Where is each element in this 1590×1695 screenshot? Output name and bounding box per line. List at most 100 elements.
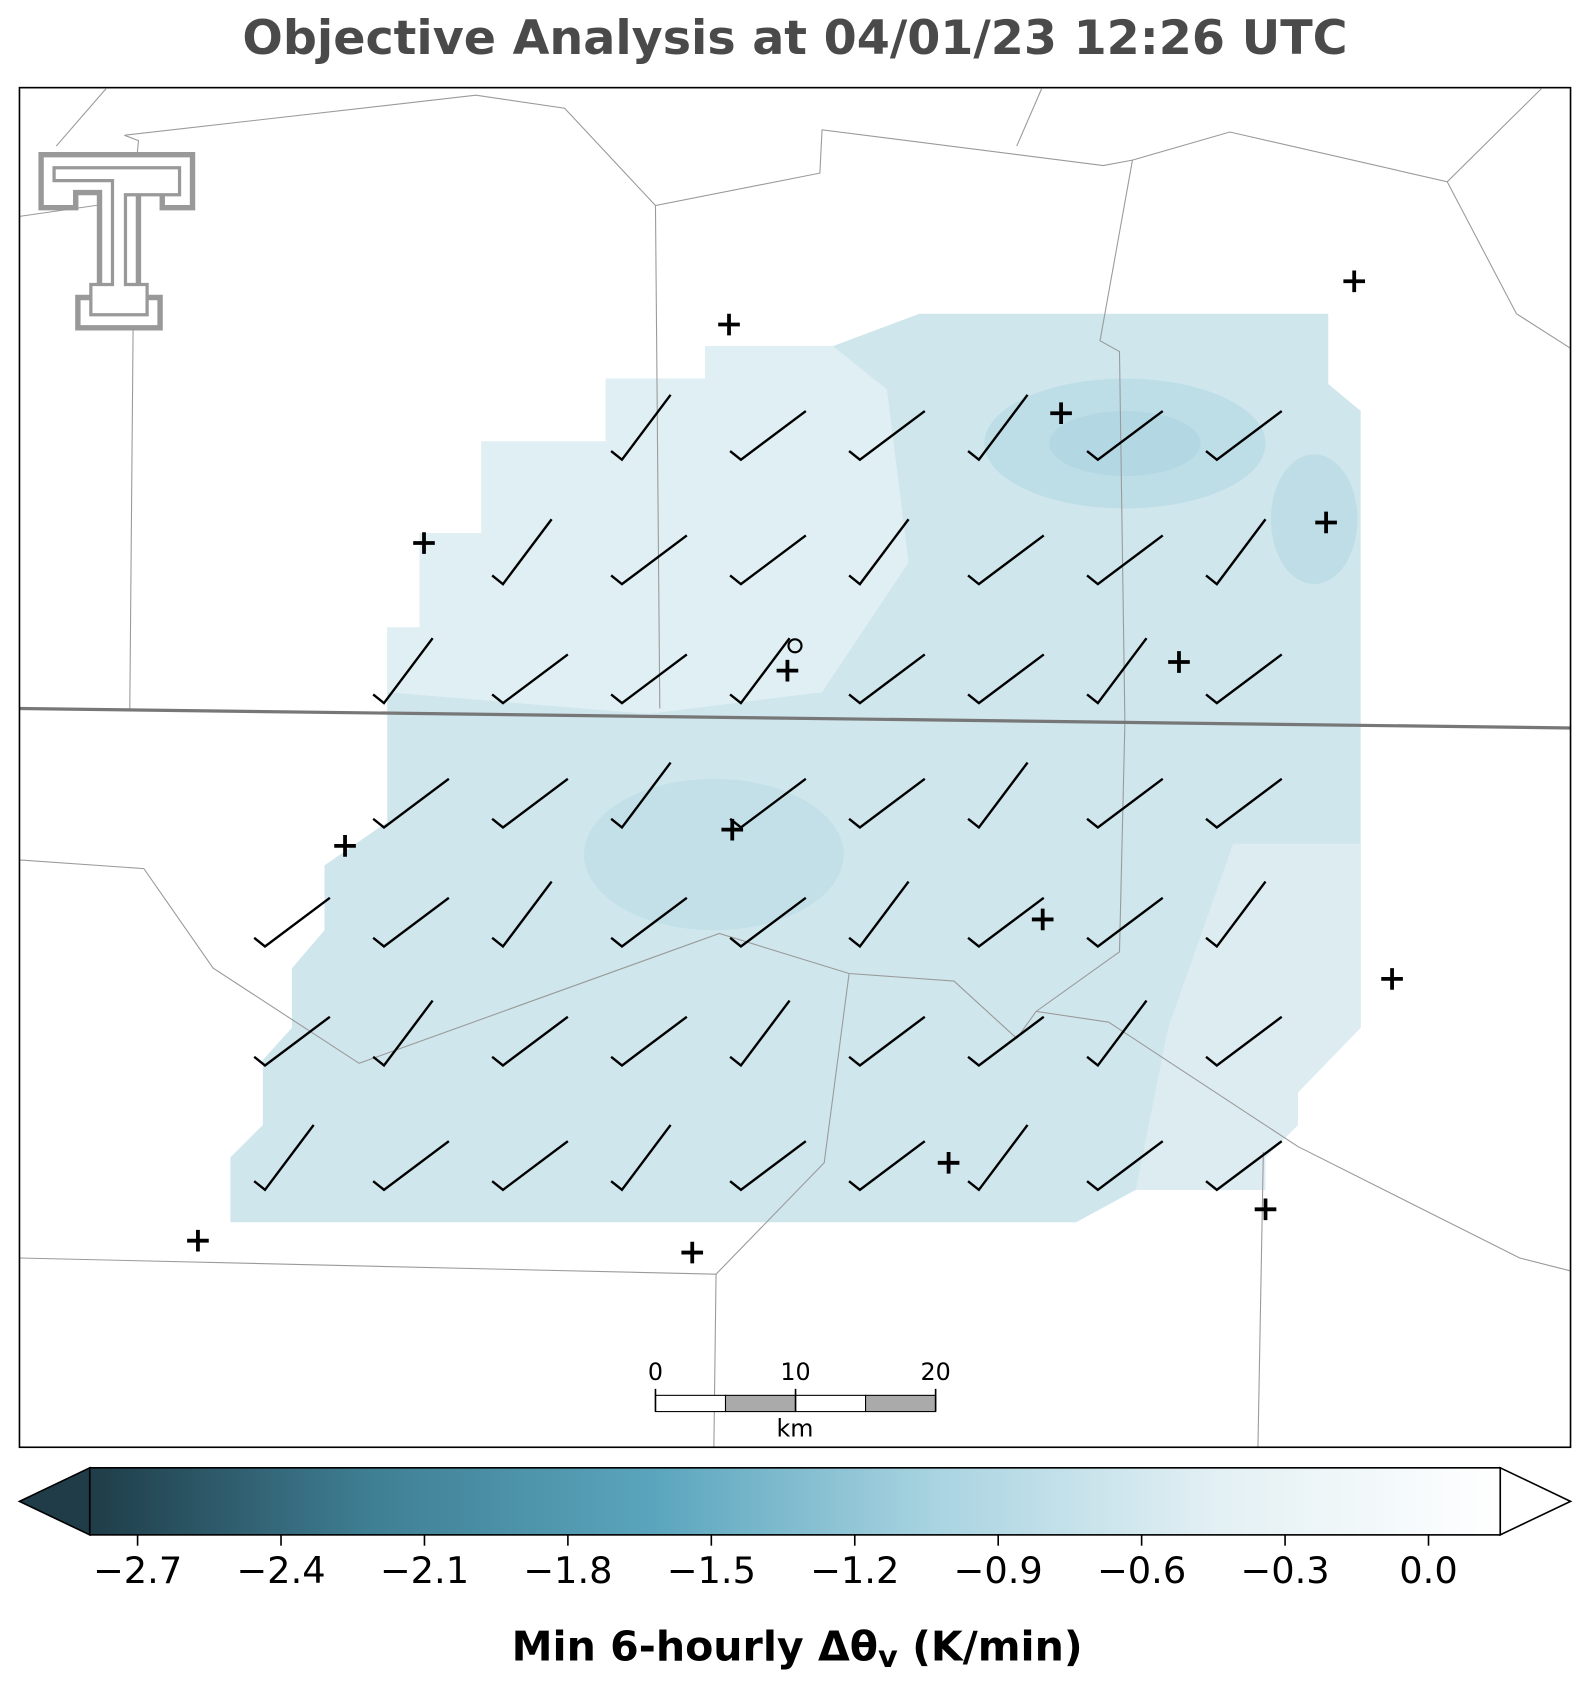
station-circle [787,638,803,654]
scale-bar: km 0 10 20 [648,1358,951,1442]
wind-barb [1086,999,1148,1068]
wind-barb [491,880,553,949]
scale-segment [795,1394,867,1413]
wind-barb [1205,410,1283,462]
station [1050,402,1072,425]
stations [187,270,1403,1264]
boundaries [19,88,1571,1448]
wind-barb [491,777,569,829]
scale-unit: km [777,1414,814,1442]
colorbar-label: Min 6-hourly Δθv (K/min) [512,1623,1083,1675]
wind-barb [372,637,434,705]
wind-barb [1086,896,1164,948]
title: Objective Analysis at 04/01/23 12:26 UTC [242,11,1347,66]
wind-barb [848,1015,926,1067]
wind-barb [491,1140,569,1192]
scale-tick-label: 0 [648,1358,663,1386]
wind-barb [848,880,910,949]
wind-barb [610,761,672,830]
wind-barb [1205,518,1267,586]
wind-barb [253,896,331,948]
label-part: Min 6-hourly Δθ [512,1623,878,1671]
station [718,313,740,336]
logo [38,152,196,331]
scale-tick-label: 20 [920,1358,950,1386]
station [1315,511,1337,534]
wind-barb [372,777,450,829]
scale-tick-label: 10 [780,1358,810,1386]
colorbar-tick-label: −0.6 [1097,1549,1186,1592]
wind-barb [729,410,807,462]
wind-barb [848,777,926,829]
colorbar-tick-label: −2.7 [93,1549,182,1592]
colorbar-tick-label: −1.8 [523,1549,612,1592]
colorbar-tick-label: −0.3 [1240,1549,1329,1592]
colorbar-extend-high [1499,1466,1573,1537]
wind-barb [491,518,553,586]
field-low [1270,454,1358,585]
wind-barb [848,410,926,462]
station [1031,908,1054,931]
wind-barb [729,534,807,586]
wind-barbs [253,394,1283,1192]
field-low [584,778,844,931]
wind-barb [372,999,434,1068]
wind-barb [1205,1140,1283,1192]
map: km 0 10 20 [18,86,1572,1449]
wind-barb [729,999,791,1068]
scale-segment [654,1394,727,1413]
wind-barb [1205,1015,1283,1067]
colorbar-scale [88,1467,1502,1536]
wind-barb [1086,1140,1164,1192]
wind-barb [253,1015,331,1067]
map-frame [18,86,1572,1449]
wind-barb [729,1140,807,1192]
colorbar-tick-label: −1.2 [810,1549,899,1592]
colorbar-tick-label: −2.1 [380,1549,469,1592]
wind-barb [848,1140,926,1192]
field-light [387,346,909,714]
wind-barb [848,518,910,586]
wind-barb [729,637,791,705]
wind-barb [967,761,1029,830]
wind-barb [253,1124,315,1192]
wind-barb [848,653,926,705]
colorbar-tick-label: −0.9 [954,1549,1043,1592]
field-low [1049,411,1201,476]
wind-barb [610,1015,688,1067]
wind-barb [967,534,1045,586]
colorbar: −2.7 −2.4 −2.1 −1.8 −1.5 −1.2 −0.9 −0.6 −0.3 0.0 [17,1466,1573,1592]
field-light [1135,843,1361,1190]
label-part: (K/min) [898,1623,1083,1671]
wind-barb [967,1015,1045,1067]
wind-barb [491,653,569,705]
wind-barb [610,534,688,586]
colorbar-tick-label: −1.5 [667,1549,756,1592]
wind-barb [1086,637,1148,705]
colorbar-tick-label: −2.4 [236,1549,325,1592]
station [334,835,356,857]
wind-barb [967,896,1045,948]
station [187,1229,209,1252]
wind-barb [967,1124,1029,1192]
state-border [19,706,1571,730]
wind-barb [967,653,1045,705]
wind-barb [1205,880,1267,949]
label-subscript: v [878,1640,898,1675]
station [413,532,435,554]
station [1343,270,1366,293]
colorbar-extend-low [17,1466,91,1537]
wind-barb [1086,534,1164,586]
wind-barb [729,896,807,948]
wind-barb [372,896,450,948]
station [776,659,799,682]
colorbar-tick-label: 0.0 [1399,1549,1457,1592]
station [681,1241,704,1264]
wind-barb [610,653,688,705]
wind-barb [1086,777,1164,829]
wind-barb [610,896,688,948]
analysis-field [230,313,1361,1223]
wind-barb [610,394,672,462]
wind-barb [610,1124,672,1192]
